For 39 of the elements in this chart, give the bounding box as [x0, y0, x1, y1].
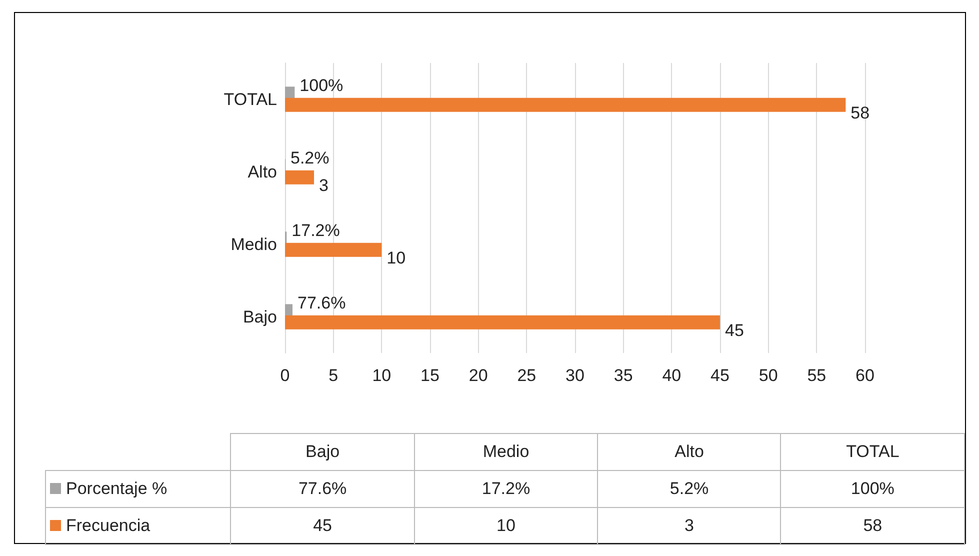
- x-tick-label: 5: [328, 366, 338, 385]
- data-label: 3: [319, 176, 328, 195]
- text: 58: [863, 516, 882, 535]
- text: 77.6%: [298, 479, 347, 498]
- x-tick-label: 40: [662, 366, 682, 385]
- category-label: Alto: [674, 442, 704, 461]
- text: 45: [313, 516, 332, 535]
- data-label: 45: [725, 320, 744, 340]
- x-tick-label: 55: [807, 366, 826, 385]
- data-label: 77.6%: [298, 294, 346, 313]
- legend-label: Porcentaje %: [46, 470, 231, 508]
- x-tick-label: 10: [372, 366, 392, 385]
- category-label: TOTAL: [846, 442, 900, 461]
- x-tick-label: 20: [468, 366, 488, 385]
- x-tick-label: 35: [614, 366, 633, 385]
- data-label: 5.2%: [290, 148, 330, 168]
- data-label: 17.2%: [292, 221, 340, 240]
- x-tick-label: 0: [280, 366, 290, 385]
- text: 17.2%: [482, 479, 530, 498]
- data-label: 10: [386, 248, 406, 268]
- text: 100%: [850, 479, 894, 498]
- data-label: 100%: [300, 76, 344, 96]
- y-tick-label: Medio: [230, 234, 277, 254]
- x-tick-label: 50: [758, 366, 778, 385]
- text: 10: [496, 516, 516, 535]
- y-tick-label: Bajo: [242, 307, 277, 326]
- x-tick-label: 25: [517, 366, 536, 385]
- legend-label: Frecuencia: [46, 508, 231, 544]
- y-tick-label: TOTAL: [224, 90, 277, 109]
- text: 5.2%: [670, 479, 709, 498]
- y-tick-label: Alto: [248, 162, 277, 182]
- data-label: 58: [850, 103, 870, 122]
- x-tick-label: 15: [420, 366, 440, 385]
- category-label: Bajo: [306, 442, 340, 461]
- text: 3: [684, 516, 694, 535]
- x-tick-label: 60: [856, 366, 874, 385]
- x-tick-label: 30: [566, 366, 584, 385]
- x-tick-label: 45: [710, 366, 730, 385]
- category-label: Medio: [482, 442, 530, 461]
